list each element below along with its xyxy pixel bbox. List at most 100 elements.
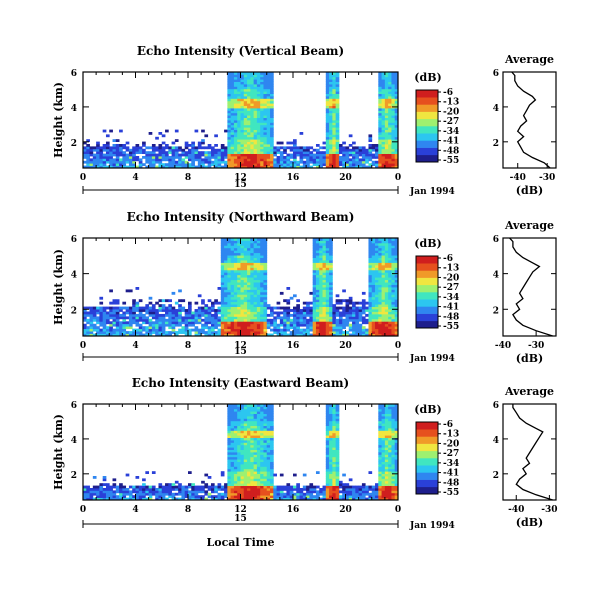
heatmap-cell [237,88,241,92]
heatmap-cell [253,473,258,477]
heatmap-cell [394,282,399,285]
heatmap-cell [260,423,264,426]
heatmap-cell [329,112,333,116]
heatmap-cell [270,134,274,138]
heatmap-cell [276,301,281,305]
heatmap-cell [375,309,379,312]
heatmap-cell [233,454,238,458]
heatmap-cell [260,440,264,443]
heatmap-cell [394,134,399,138]
heatmap-cell [293,495,297,498]
heatmap-cell [270,146,274,150]
heatmap-cell [168,483,172,486]
heatmap-cell [135,304,140,307]
heatmap-cell [266,134,271,138]
heatmap-cell [247,242,251,246]
heatmap-cell [266,132,271,135]
heatmap-cell [375,313,379,317]
heatmap-cell [230,165,235,169]
heatmap-cell [237,471,241,474]
heatmap-cell [178,148,182,152]
heatmap-cell [197,488,202,491]
heatmap-cell [165,158,169,162]
heatmap-cell [368,274,373,278]
heatmap-cell [345,483,350,486]
heatmap-cell [171,151,176,154]
heatmap-cell [371,260,376,263]
heatmap-cell [96,331,100,334]
heatmap-cell [391,306,396,310]
heatmap-cell [132,158,136,162]
heatmap-cell [247,456,251,460]
heatmap-cell [335,163,340,166]
heatmap-cell [250,108,255,111]
heatmap-cell [315,485,320,489]
heatmap-cell [368,148,373,152]
heatmap-cell [276,165,281,169]
heatmap-cell [243,108,248,111]
heatmap-cell [115,488,120,491]
heatmap-cell [250,432,255,436]
heatmap-cell [378,257,382,261]
heatmap-cell [322,311,327,315]
heatmap-cell [247,435,251,438]
heatmap-cell [220,313,225,317]
heatmap-cell [388,112,392,116]
heatmap-cell [263,163,268,166]
heatmap-cell [391,277,396,281]
heatmap-cell [381,146,386,150]
heatmap-cell [368,326,373,330]
heatmap-cell [322,264,327,268]
heatmap-cell [247,112,251,116]
heatmap-cell [233,264,238,268]
heatmap-cell [368,306,373,310]
heatmap-cell [266,442,271,446]
heatmap-cell [109,301,113,305]
heatmap-cell [286,490,291,494]
heatmap-cell [345,318,350,322]
heatmap-cell [368,158,373,162]
heatmap-cell [306,488,310,491]
heatmap-cell [188,483,192,486]
heatmap-cell [266,497,271,501]
heatmap-cell [92,316,97,320]
heatmap-cell [296,485,300,489]
heatmap-cell [378,473,382,477]
heatmap-cell [220,144,225,147]
heatmap-cell [227,282,232,285]
heatmap-cell [302,485,307,489]
heatmap-cell [230,430,235,434]
heatmap-cell [247,488,251,491]
heatmap-cell [109,165,113,169]
heatmap-cell [109,158,113,162]
heatmap-cell [266,485,271,489]
heatmap-cell [355,311,360,315]
heatmap-cell [378,117,382,121]
heatmap-cell [132,301,136,305]
heatmap-cell [368,252,373,256]
heatmap-cell [247,108,251,111]
heatmap-cell [391,74,396,78]
heatmap-cell [227,418,232,422]
heatmap-cell [332,464,337,467]
heatmap-cell [368,301,373,305]
heatmap-cell [207,163,212,166]
heatmap-cell [233,100,238,104]
heatmap-cell [263,444,268,448]
heatmap-cell [256,272,261,276]
heatmap-cell [381,291,386,295]
heatmap-cell [250,139,255,142]
heatmap-cell [332,459,337,462]
heatmap-cell [270,74,274,78]
heatmap-cell [155,490,159,494]
heatmap-cell [233,120,238,123]
heatmap-cell [260,490,264,494]
heatmap-cell [378,306,382,310]
heatmap-cell [243,416,248,419]
heatmap-cell [263,74,268,78]
heatmap-cell [355,328,360,332]
heatmap-cell [138,485,143,489]
heatmap-cell [171,328,176,332]
heatmap-cell [230,316,235,320]
heatmap-cell [233,404,238,407]
